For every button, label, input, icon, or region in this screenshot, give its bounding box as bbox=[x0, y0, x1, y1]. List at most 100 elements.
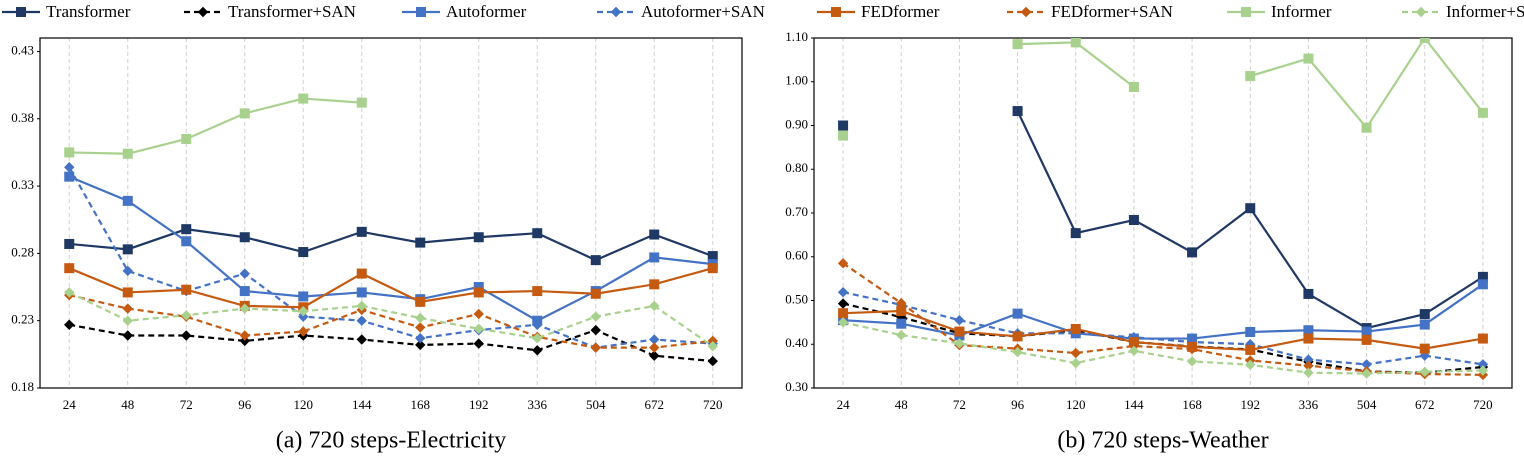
x-tick-label: 72 bbox=[180, 397, 193, 412]
y-tick-label: 0.18 bbox=[11, 379, 34, 394]
data-point bbox=[239, 268, 250, 279]
data-point bbox=[954, 338, 965, 349]
y-tick-label: 0.80 bbox=[785, 160, 808, 175]
data-point bbox=[473, 232, 484, 243]
data-point bbox=[838, 308, 849, 319]
data-point bbox=[532, 319, 543, 330]
x-tick-label: 168 bbox=[1182, 397, 1202, 412]
data-point bbox=[1070, 38, 1081, 48]
series-group bbox=[837, 38, 1489, 381]
data-point bbox=[239, 335, 250, 347]
series-line bbox=[68, 291, 714, 348]
y-tick-label: 0.38 bbox=[11, 110, 34, 125]
data-point bbox=[1070, 228, 1081, 239]
data-point bbox=[954, 326, 965, 337]
data-point bbox=[356, 287, 367, 298]
x-tick-label: 336 bbox=[1299, 397, 1319, 412]
data-point bbox=[64, 263, 75, 274]
data-point bbox=[473, 323, 484, 334]
data-point bbox=[590, 311, 601, 322]
series-group bbox=[64, 93, 718, 367]
legend-marker bbox=[610, 6, 622, 18]
data-point bbox=[590, 255, 601, 266]
legend-marker bbox=[831, 7, 841, 17]
y-tick-label: 0.90 bbox=[785, 116, 808, 131]
data-point bbox=[356, 97, 367, 108]
data-point bbox=[64, 287, 75, 298]
data-point bbox=[356, 300, 367, 312]
y-tick-label: 1.00 bbox=[785, 73, 808, 88]
y-tick-label: 0.30 bbox=[785, 379, 808, 394]
data-point bbox=[532, 332, 543, 344]
y-tick-label: 0.70 bbox=[785, 204, 808, 219]
series-line bbox=[843, 283, 1484, 340]
legend-label: Autoformer bbox=[446, 2, 527, 21]
data-point bbox=[1128, 82, 1139, 92]
data-point bbox=[838, 130, 849, 141]
data-point bbox=[415, 332, 426, 344]
series-line bbox=[69, 228, 714, 262]
y-tick-label: 0.33 bbox=[11, 177, 34, 192]
legend-marker bbox=[416, 7, 426, 17]
data-point bbox=[532, 345, 543, 356]
x-tick-label: 672 bbox=[1415, 397, 1435, 412]
x-tick-label: 24 bbox=[63, 397, 77, 412]
data-point bbox=[649, 342, 660, 353]
y-tick-label: 0.23 bbox=[11, 312, 34, 327]
data-point bbox=[837, 298, 849, 309]
data-point bbox=[1477, 279, 1488, 290]
x-tick-label: 96 bbox=[238, 397, 252, 412]
series-line bbox=[69, 323, 713, 363]
data-point bbox=[896, 318, 907, 329]
data-point bbox=[532, 286, 543, 297]
data-point bbox=[1303, 333, 1314, 344]
data-point bbox=[239, 232, 250, 243]
data-point bbox=[1477, 107, 1488, 118]
data-point bbox=[1419, 319, 1430, 330]
data-point bbox=[1419, 309, 1430, 320]
data-point bbox=[122, 330, 133, 341]
data-point bbox=[122, 287, 133, 298]
data-point bbox=[532, 228, 543, 239]
legend-label: Transformer+SAN bbox=[228, 2, 356, 21]
data-point bbox=[473, 338, 484, 349]
series-line bbox=[69, 294, 713, 349]
data-point bbox=[122, 265, 133, 277]
data-point bbox=[954, 314, 965, 326]
data-point bbox=[415, 339, 426, 351]
legend-label: Transformer bbox=[46, 2, 131, 21]
legend-label: Informer+SAN bbox=[1446, 2, 1524, 21]
data-point bbox=[837, 286, 849, 298]
x-tick-label: 48 bbox=[895, 397, 908, 412]
y-tick-label: 1.10 bbox=[785, 29, 808, 44]
x-tick-label: 336 bbox=[528, 397, 548, 412]
data-point bbox=[1128, 345, 1140, 357]
data-point bbox=[1012, 106, 1023, 117]
x-tick-label: 24 bbox=[837, 397, 851, 412]
data-point bbox=[1012, 331, 1023, 342]
y-tick-label: 0.28 bbox=[11, 244, 34, 259]
x-tick-label: 720 bbox=[703, 397, 723, 412]
data-point bbox=[415, 312, 426, 324]
data-point bbox=[64, 238, 75, 249]
data-point bbox=[64, 319, 75, 330]
x-tick-label: 144 bbox=[352, 397, 372, 412]
x-tick-label: 72 bbox=[953, 397, 966, 412]
plot-frame bbox=[813, 37, 1513, 389]
x-tick-label: 120 bbox=[1066, 397, 1086, 412]
data-point bbox=[1070, 323, 1081, 334]
legend-marker bbox=[1241, 7, 1251, 17]
data-point bbox=[707, 355, 718, 367]
data-point bbox=[356, 268, 367, 279]
data-point bbox=[298, 326, 309, 337]
data-point bbox=[239, 330, 250, 341]
data-point bbox=[1245, 344, 1256, 355]
data-point bbox=[64, 162, 75, 173]
data-point bbox=[1245, 327, 1256, 337]
y-tick-label: 0.43 bbox=[11, 42, 34, 57]
data-point bbox=[1070, 347, 1081, 359]
series-line bbox=[68, 267, 714, 309]
data-point bbox=[707, 263, 718, 274]
data-point bbox=[298, 93, 309, 104]
